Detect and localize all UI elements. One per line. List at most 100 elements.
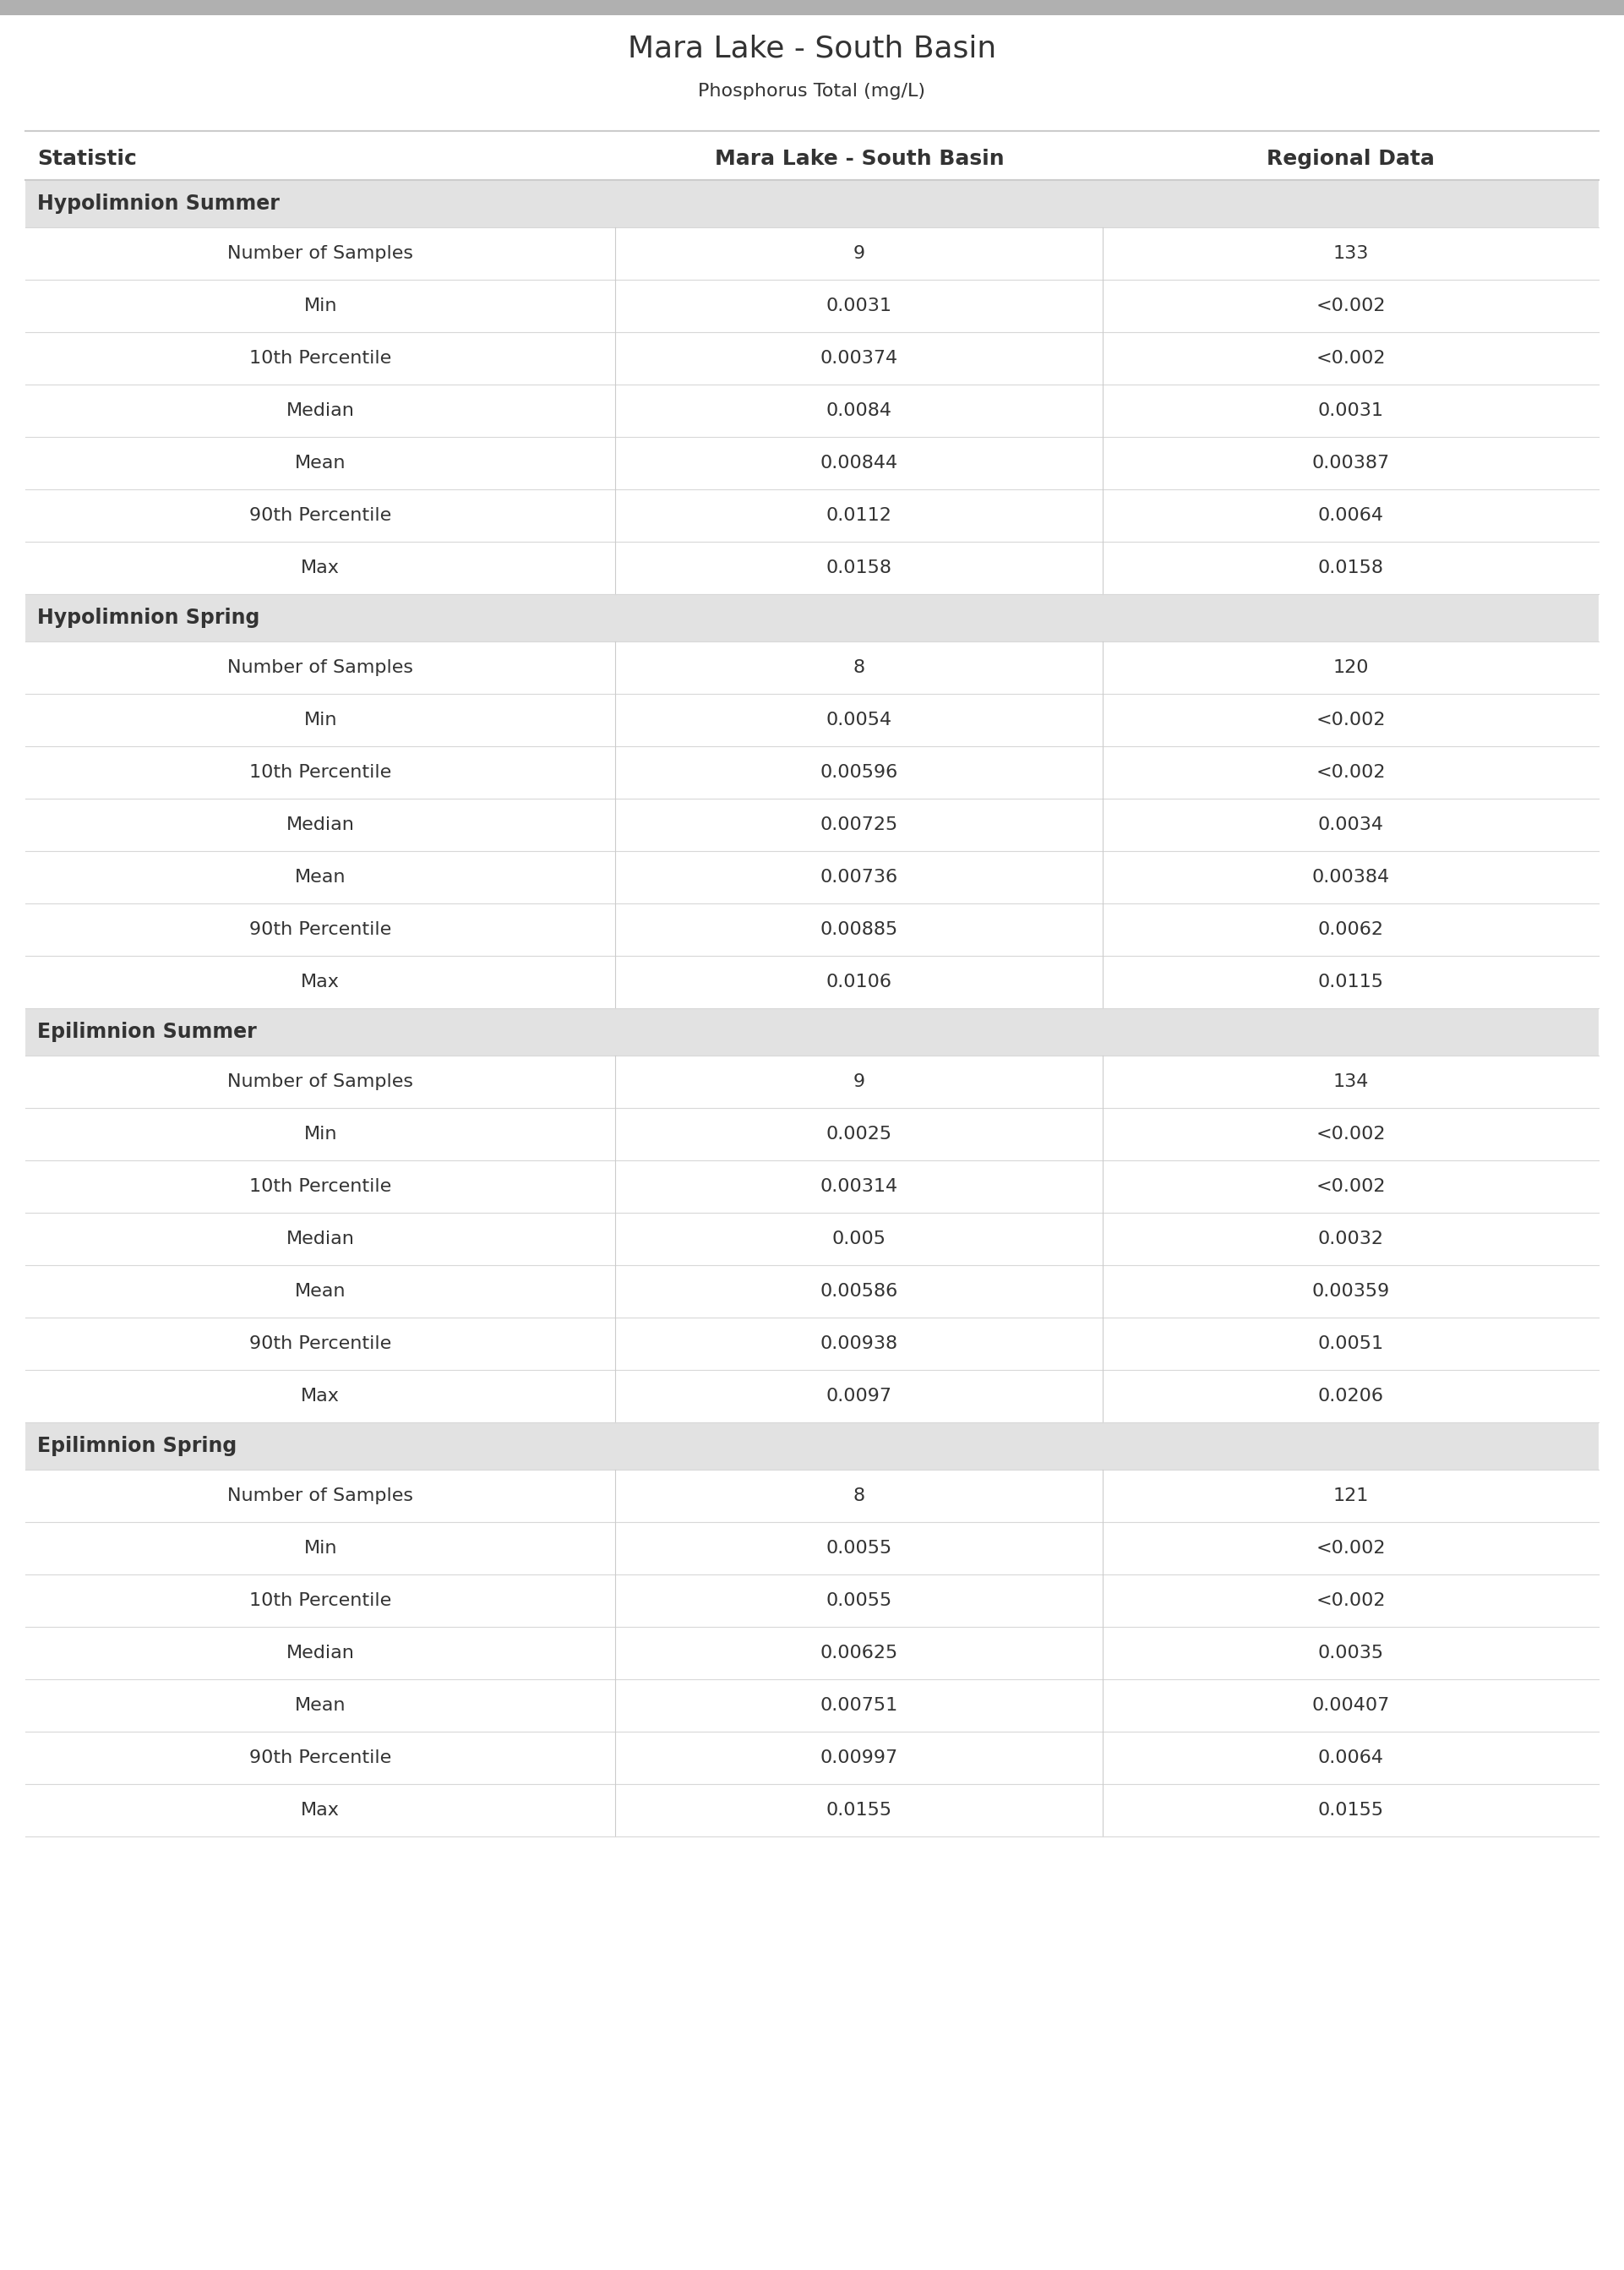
Text: 0.0055: 0.0055 <box>827 1539 892 1557</box>
Text: 0.0112: 0.0112 <box>827 506 892 524</box>
Bar <box>26 747 1598 799</box>
Bar <box>26 543 1598 595</box>
Text: 0.0097: 0.0097 <box>827 1387 892 1405</box>
Text: Regional Data: Regional Data <box>1267 150 1436 168</box>
Bar <box>26 1108 1598 1160</box>
Text: Median: Median <box>286 1643 354 1662</box>
Text: 0.0025: 0.0025 <box>827 1126 892 1142</box>
Bar <box>26 1212 1598 1264</box>
Bar <box>26 331 1598 384</box>
Text: 10th Percentile: 10th Percentile <box>248 350 391 368</box>
Text: 0.00625: 0.00625 <box>820 1643 898 1662</box>
Text: Mara Lake - South Basin: Mara Lake - South Basin <box>715 150 1004 168</box>
Bar <box>26 1264 1598 1317</box>
Bar <box>26 642 1598 695</box>
Text: 8: 8 <box>853 658 866 676</box>
Text: 0.0158: 0.0158 <box>827 558 892 577</box>
Bar <box>0 0 1624 16</box>
Text: 90th Percentile: 90th Percentile <box>248 506 391 524</box>
Bar <box>26 1680 1598 1732</box>
Bar <box>26 1469 1598 1523</box>
Text: 10th Percentile: 10th Percentile <box>248 1591 391 1609</box>
Text: Median: Median <box>286 1230 354 1249</box>
Text: 0.00885: 0.00885 <box>820 922 898 938</box>
Bar <box>26 384 1598 436</box>
Text: Median: Median <box>286 817 354 833</box>
Text: 0.00387: 0.00387 <box>1312 454 1390 472</box>
Text: Mean: Mean <box>296 454 346 472</box>
Text: 8: 8 <box>853 1487 866 1505</box>
Text: Hypolimnion Summer: Hypolimnion Summer <box>37 193 279 213</box>
Text: 0.00596: 0.00596 <box>820 765 898 781</box>
Text: Number of Samples: Number of Samples <box>227 658 412 676</box>
Text: <0.002: <0.002 <box>1315 1178 1385 1194</box>
Bar <box>26 279 1598 331</box>
Text: Number of Samples: Number of Samples <box>227 1074 412 1090</box>
Text: Max: Max <box>300 558 339 577</box>
Text: <0.002: <0.002 <box>1315 1126 1385 1142</box>
Text: 0.0084: 0.0084 <box>827 402 892 420</box>
Text: Median: Median <box>286 402 354 420</box>
Bar <box>26 1160 1598 1212</box>
Bar <box>26 1008 1598 1056</box>
Text: Min: Min <box>304 711 338 729</box>
Bar <box>26 1369 1598 1423</box>
Text: <0.002: <0.002 <box>1315 1539 1385 1557</box>
Bar <box>26 1628 1598 1680</box>
Text: 0.00384: 0.00384 <box>1312 869 1390 885</box>
Text: 0.0206: 0.0206 <box>1319 1387 1384 1405</box>
Text: 0.0054: 0.0054 <box>827 711 892 729</box>
Bar <box>26 851 1598 903</box>
Text: Number of Samples: Number of Samples <box>227 1487 412 1505</box>
Text: <0.002: <0.002 <box>1315 350 1385 368</box>
Text: Statistic: Statistic <box>37 150 136 168</box>
Bar <box>26 595 1598 642</box>
Text: <0.002: <0.002 <box>1315 711 1385 729</box>
Text: Min: Min <box>304 1539 338 1557</box>
Text: Max: Max <box>300 1387 339 1405</box>
Bar <box>26 1056 1598 1108</box>
Text: Mean: Mean <box>296 1283 346 1301</box>
Text: 0.0062: 0.0062 <box>1319 922 1384 938</box>
Bar <box>26 799 1598 851</box>
Text: Number of Samples: Number of Samples <box>227 245 412 261</box>
Text: 0.0032: 0.0032 <box>1319 1230 1384 1249</box>
Text: Epilimnion Spring: Epilimnion Spring <box>37 1437 237 1455</box>
Text: 0.0155: 0.0155 <box>827 1802 892 1818</box>
Bar <box>26 1317 1598 1369</box>
Text: Min: Min <box>304 297 338 313</box>
Bar <box>26 490 1598 543</box>
Text: 90th Percentile: 90th Percentile <box>248 1750 391 1766</box>
Text: 0.0035: 0.0035 <box>1317 1643 1384 1662</box>
Bar <box>26 1575 1598 1628</box>
Text: 0.0064: 0.0064 <box>1319 506 1384 524</box>
Text: Hypolimnion Spring: Hypolimnion Spring <box>37 608 260 629</box>
Text: <0.002: <0.002 <box>1315 297 1385 313</box>
Text: 0.00586: 0.00586 <box>820 1283 898 1301</box>
Text: 0.00314: 0.00314 <box>820 1178 898 1194</box>
Text: 0.00359: 0.00359 <box>1312 1283 1390 1301</box>
Bar <box>26 1732 1598 1784</box>
Text: 0.005: 0.005 <box>831 1230 887 1249</box>
Text: 9: 9 <box>853 1074 866 1090</box>
Bar <box>26 436 1598 490</box>
Text: <0.002: <0.002 <box>1315 765 1385 781</box>
Bar <box>26 956 1598 1008</box>
Text: 0.0106: 0.0106 <box>827 974 892 990</box>
Text: 0.0064: 0.0064 <box>1319 1750 1384 1766</box>
Text: 0.0031: 0.0031 <box>827 297 892 313</box>
Text: 10th Percentile: 10th Percentile <box>248 1178 391 1194</box>
Text: 0.00374: 0.00374 <box>820 350 898 368</box>
Text: 134: 134 <box>1333 1074 1369 1090</box>
Text: 0.0055: 0.0055 <box>827 1591 892 1609</box>
Text: 9: 9 <box>853 245 866 261</box>
Text: 0.00407: 0.00407 <box>1312 1698 1390 1714</box>
Text: Mean: Mean <box>296 1698 346 1714</box>
Text: 0.0158: 0.0158 <box>1319 558 1384 577</box>
Text: 0.00844: 0.00844 <box>820 454 898 472</box>
Text: 0.00751: 0.00751 <box>820 1698 898 1714</box>
Bar <box>26 1523 1598 1575</box>
Bar <box>26 227 1598 279</box>
Text: 0.0051: 0.0051 <box>1317 1335 1384 1353</box>
Text: Max: Max <box>300 1802 339 1818</box>
